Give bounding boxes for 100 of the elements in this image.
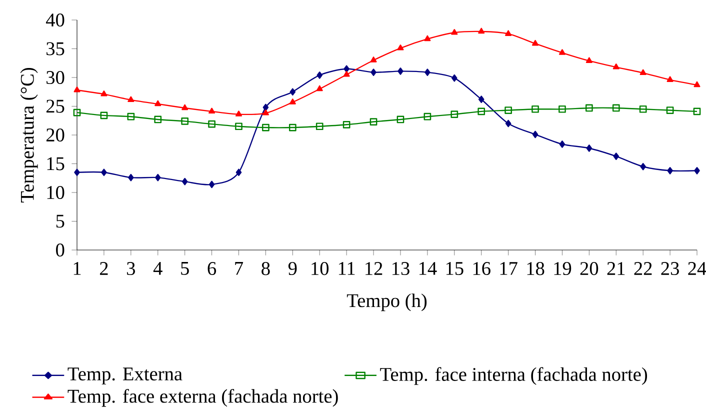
point	[666, 106, 674, 114]
point	[289, 98, 296, 104]
point	[181, 118, 188, 125]
point	[532, 40, 539, 46]
point	[640, 69, 646, 76]
x-tick-label: 11	[338, 262, 355, 275]
point	[558, 105, 566, 113]
point	[100, 112, 108, 120]
point	[505, 30, 512, 36]
point	[640, 162, 646, 170]
point	[316, 122, 324, 130]
point	[370, 68, 376, 76]
point	[450, 110, 458, 118]
x-tick-label: 22	[634, 262, 652, 275]
point	[612, 104, 620, 112]
x-tick-label: 23	[661, 262, 679, 276]
point	[74, 86, 80, 92]
point	[100, 90, 108, 96]
x-tick-label: 16	[473, 262, 490, 276]
y-tick-label: 5	[56, 214, 64, 228]
point	[478, 28, 485, 34]
x-tick-label: 14	[419, 262, 437, 275]
point	[127, 112, 135, 120]
point	[128, 96, 134, 102]
point	[532, 130, 538, 138]
point	[613, 152, 620, 160]
point	[316, 72, 323, 79]
point	[639, 105, 647, 113]
point	[694, 166, 700, 174]
y-tick-label: 40	[46, 13, 64, 27]
point	[262, 109, 269, 116]
x-tick-label: 21	[607, 262, 625, 275]
x-tick-label: 17	[500, 262, 518, 275]
point	[559, 140, 566, 148]
point	[154, 174, 161, 182]
y-tick-label: 15	[47, 157, 64, 170]
x-tick-label: 4	[153, 262, 162, 275]
point	[73, 108, 81, 116]
point	[667, 166, 673, 174]
point	[398, 68, 404, 75]
point	[74, 168, 80, 176]
point	[693, 108, 701, 116]
point	[290, 88, 296, 96]
point	[154, 100, 162, 106]
x-tick-label: 9	[288, 262, 297, 276]
point	[262, 104, 269, 112]
x-tick-label: 8	[262, 262, 270, 276]
point	[451, 74, 458, 82]
x-tick-label: 12	[366, 262, 382, 275]
x-tick-label: 2	[100, 262, 108, 275]
point	[694, 81, 700, 88]
point	[235, 110, 242, 116]
point	[370, 56, 377, 62]
point	[128, 174, 134, 182]
point	[208, 108, 216, 114]
point	[478, 108, 486, 116]
point	[424, 35, 431, 42]
point	[586, 57, 592, 63]
point	[154, 116, 162, 124]
x-axis-title: Tempo (h)	[346, 294, 427, 312]
x-tick-label: 15	[446, 262, 464, 275]
x-tick-label: 5	[181, 262, 189, 275]
point	[370, 118, 378, 126]
x-tick-label: 19	[554, 262, 572, 276]
point	[586, 104, 593, 112]
point	[235, 122, 242, 130]
x-tick-label: 24	[688, 262, 706, 275]
y-tick-label: 35	[46, 42, 64, 56]
x-tick-label: 20	[580, 262, 598, 276]
y-tick-label: 0	[56, 243, 64, 257]
y-tick-label: 10	[47, 186, 64, 200]
point	[208, 120, 216, 128]
point	[182, 104, 188, 110]
point	[612, 63, 620, 70]
point	[208, 180, 215, 188]
point	[478, 96, 484, 104]
point	[424, 112, 432, 120]
point	[101, 168, 107, 176]
x-tick-label: 7	[235, 262, 244, 275]
point	[424, 68, 430, 76]
point	[236, 168, 242, 176]
y-tick-label: 30	[46, 70, 64, 84]
x-tick-label: 1	[74, 262, 81, 275]
x-tick-label: 18	[527, 262, 544, 276]
y-axis-title: Temperatura (°C)	[20, 68, 38, 203]
x-tick-label: 6	[208, 262, 216, 276]
x-tick-label: 3	[127, 262, 135, 276]
legend-label: Temp. face interna (fachada norte)	[380, 367, 648, 385]
point	[558, 49, 566, 55]
x-tick-label: 13	[392, 262, 410, 276]
point	[532, 105, 539, 113]
point	[586, 144, 592, 152]
legend-label: Temp. face externa (fachada norte)	[68, 388, 338, 407]
point	[342, 120, 350, 128]
point	[666, 76, 674, 82]
point	[397, 44, 404, 50]
point	[316, 85, 323, 92]
point	[343, 70, 350, 77]
y-tick-label: 25	[46, 100, 64, 113]
y-tick-label: 20	[46, 128, 64, 142]
